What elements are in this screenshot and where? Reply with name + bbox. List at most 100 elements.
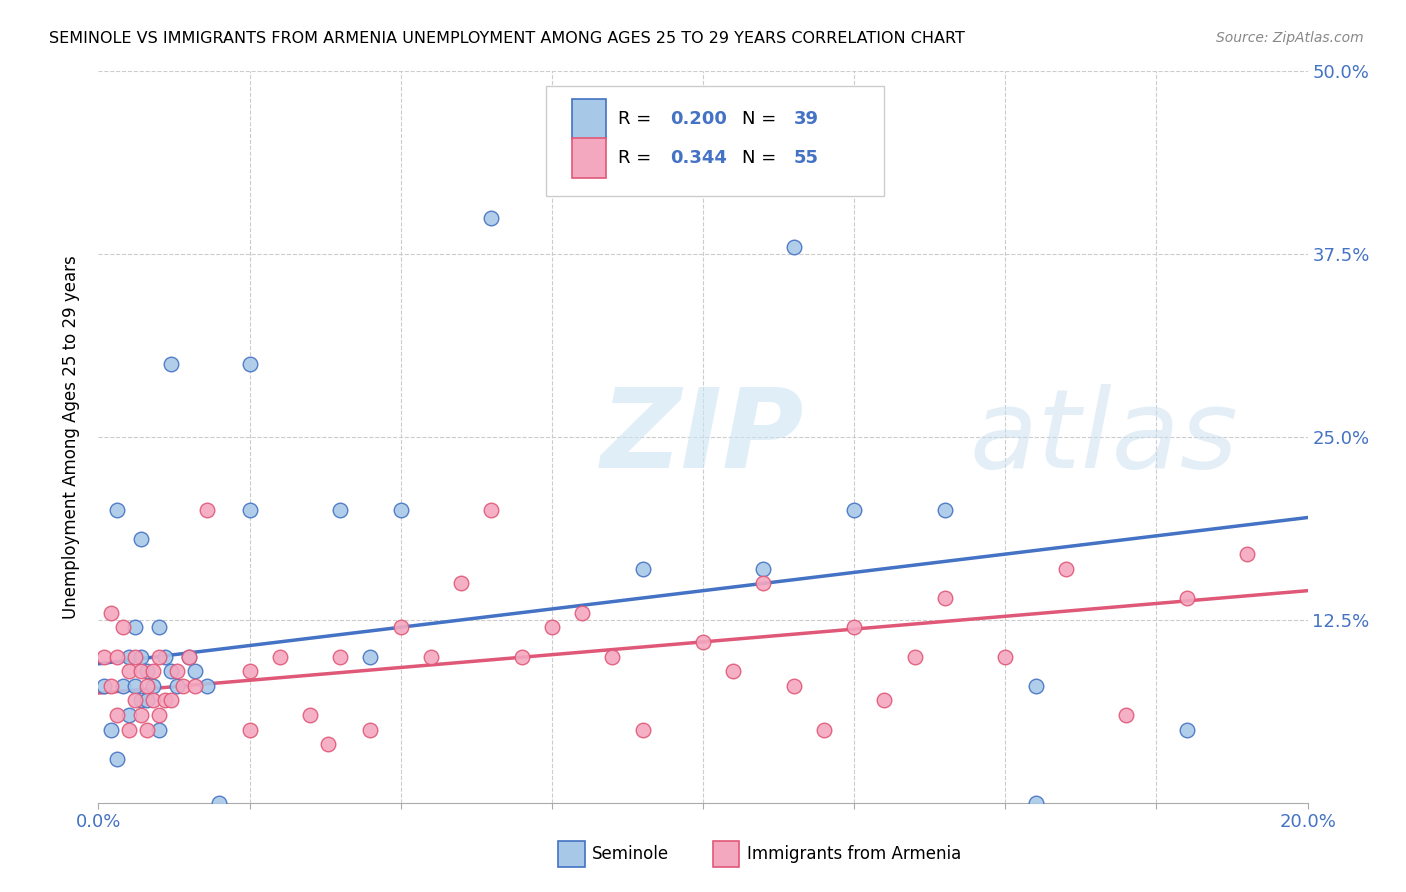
Point bbox=[934, 503, 956, 517]
Text: Immigrants from Armenia: Immigrants from Armenia bbox=[747, 845, 960, 863]
Point bbox=[135, 679, 157, 693]
Point bbox=[813, 723, 835, 737]
Point bbox=[124, 693, 146, 707]
Point bbox=[135, 664, 157, 678]
Point bbox=[124, 620, 146, 634]
Text: atlas: atlas bbox=[969, 384, 1237, 491]
Text: 39: 39 bbox=[793, 110, 818, 128]
Point bbox=[994, 649, 1017, 664]
Point bbox=[208, 796, 231, 810]
Text: SEMINOLE VS IMMIGRANTS FROM ARMENIA UNEMPLOYMENT AMONG AGES 25 TO 29 YEARS CORRE: SEMINOLE VS IMMIGRANTS FROM ARMENIA UNEM… bbox=[49, 31, 965, 46]
Point bbox=[160, 693, 183, 707]
Point bbox=[239, 664, 262, 678]
Point bbox=[316, 737, 339, 751]
Point bbox=[844, 620, 866, 634]
Point bbox=[631, 562, 654, 576]
Point bbox=[723, 664, 745, 678]
Point bbox=[269, 649, 291, 664]
Y-axis label: Unemployment Among Ages 25 to 29 years: Unemployment Among Ages 25 to 29 years bbox=[62, 255, 80, 619]
Text: N =: N = bbox=[742, 110, 782, 128]
Point bbox=[153, 649, 176, 664]
Point bbox=[481, 503, 503, 517]
Point bbox=[239, 723, 262, 737]
Point bbox=[329, 503, 352, 517]
Text: N =: N = bbox=[742, 149, 782, 167]
Point bbox=[153, 693, 176, 707]
Point bbox=[129, 649, 152, 664]
Point bbox=[873, 693, 896, 707]
Point bbox=[93, 679, 115, 693]
Point bbox=[166, 679, 188, 693]
Point bbox=[129, 693, 152, 707]
Point bbox=[160, 664, 183, 678]
Point bbox=[100, 723, 122, 737]
Point bbox=[105, 752, 128, 766]
Point bbox=[1024, 679, 1046, 693]
Text: 55: 55 bbox=[793, 149, 818, 167]
Point bbox=[420, 649, 443, 664]
Point bbox=[179, 649, 201, 664]
Point bbox=[904, 649, 927, 664]
Point bbox=[783, 679, 806, 693]
Point bbox=[934, 591, 956, 605]
Point bbox=[602, 649, 624, 664]
Point bbox=[1175, 723, 1198, 737]
Bar bbox=[572, 99, 606, 139]
FancyBboxPatch shape bbox=[546, 86, 884, 195]
Point bbox=[360, 649, 382, 664]
Point bbox=[239, 503, 262, 517]
Bar bbox=[713, 841, 740, 867]
Point bbox=[752, 562, 775, 576]
Point bbox=[100, 679, 122, 693]
Point bbox=[142, 664, 165, 678]
Point bbox=[184, 664, 207, 678]
Point bbox=[1175, 591, 1198, 605]
Point bbox=[172, 679, 194, 693]
Text: R =: R = bbox=[619, 110, 658, 128]
Point bbox=[1054, 562, 1077, 576]
Point bbox=[510, 649, 533, 664]
Point bbox=[129, 533, 152, 547]
Point bbox=[329, 649, 352, 664]
Point bbox=[105, 708, 128, 723]
Point bbox=[148, 708, 170, 723]
Point bbox=[105, 649, 128, 664]
Point bbox=[571, 606, 593, 620]
Point bbox=[135, 723, 157, 737]
Bar bbox=[572, 137, 606, 178]
Point bbox=[299, 708, 322, 723]
Point bbox=[450, 576, 472, 591]
Point bbox=[389, 503, 412, 517]
Point bbox=[389, 620, 412, 634]
Point bbox=[752, 576, 775, 591]
Text: Source: ZipAtlas.com: Source: ZipAtlas.com bbox=[1216, 31, 1364, 45]
Point bbox=[540, 620, 562, 634]
Point bbox=[93, 649, 115, 664]
Text: 0.344: 0.344 bbox=[671, 149, 727, 167]
Point bbox=[148, 723, 170, 737]
Point bbox=[184, 679, 207, 693]
Point bbox=[148, 620, 170, 634]
Point bbox=[160, 357, 183, 371]
Text: R =: R = bbox=[619, 149, 658, 167]
Point bbox=[135, 693, 157, 707]
Point bbox=[195, 679, 218, 693]
Point bbox=[166, 664, 188, 678]
Point bbox=[100, 606, 122, 620]
Point bbox=[105, 503, 128, 517]
Point bbox=[1236, 547, 1258, 561]
Point bbox=[111, 679, 134, 693]
Point bbox=[111, 620, 134, 634]
Point bbox=[118, 664, 141, 678]
Point bbox=[148, 649, 170, 664]
Point bbox=[360, 723, 382, 737]
Text: ZIP: ZIP bbox=[602, 384, 804, 491]
Point bbox=[179, 649, 201, 664]
Point bbox=[118, 649, 141, 664]
Point bbox=[124, 649, 146, 664]
Text: 0.200: 0.200 bbox=[671, 110, 727, 128]
Point bbox=[783, 240, 806, 254]
Point bbox=[1115, 708, 1137, 723]
Point bbox=[481, 211, 503, 225]
Point bbox=[239, 357, 262, 371]
